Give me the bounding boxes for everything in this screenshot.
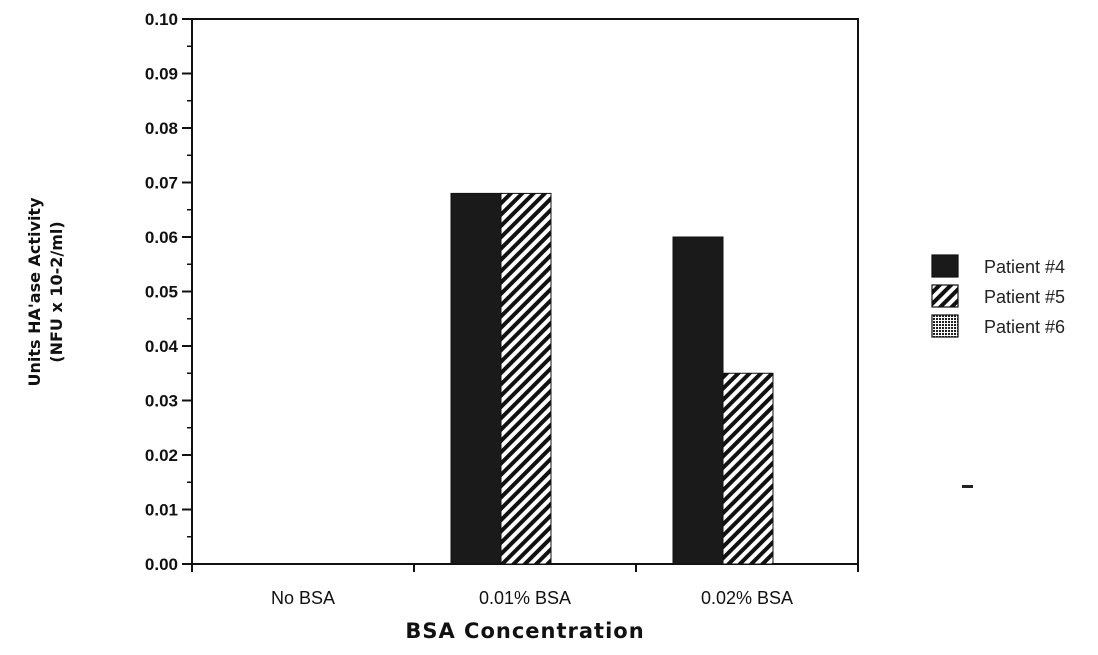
x-category-label: 0.01% BSA bbox=[479, 588, 571, 608]
legend: Patient #4 Patient #5 Patient #6 bbox=[931, 254, 1065, 338]
y-tick-label: 0.06 bbox=[145, 228, 178, 247]
y-tick-label: 0.02 bbox=[145, 446, 178, 465]
x-axis-title: BSA Concentration bbox=[405, 619, 644, 643]
x-axis: No BSA 0.01% BSA 0.02% BSA bbox=[191, 564, 859, 608]
y-axis: 0.00 0.01 0.02 0.03 0.04 0.05 0.06 0.07 0.08 0.09… bbox=[145, 10, 192, 574]
y-tick-label: 0.00 bbox=[145, 555, 178, 574]
y-tick-label: 0.03 bbox=[145, 392, 178, 411]
y-axis-title-line2: (NFU x 10-2/ml) bbox=[47, 221, 66, 362]
bars-group bbox=[450, 192, 774, 565]
legend-swatch bbox=[931, 284, 959, 308]
bar bbox=[672, 236, 724, 565]
legend-label: Patient #5 bbox=[984, 287, 1065, 307]
bar bbox=[722, 372, 774, 565]
legend-label: Patient #6 bbox=[984, 317, 1065, 337]
y-tick-label: 0.10 bbox=[145, 10, 178, 29]
y-axis-title-line1: Units HA'ase Activity bbox=[25, 197, 44, 387]
legend-swatch bbox=[931, 254, 959, 278]
legend-label: Patient #4 bbox=[984, 257, 1065, 277]
bar bbox=[500, 192, 552, 565]
y-tick-label: 0.07 bbox=[145, 174, 178, 193]
legend-swatch bbox=[931, 314, 959, 338]
stray-dash-mark bbox=[962, 485, 973, 488]
y-tick-label: 0.04 bbox=[145, 337, 179, 356]
y-tick-label: 0.05 bbox=[145, 283, 178, 302]
bar bbox=[450, 192, 502, 565]
x-category-label: 0.02% BSA bbox=[701, 588, 793, 608]
y-tick-label: 0.01 bbox=[145, 501, 178, 520]
y-tick-label: 0.09 bbox=[145, 65, 178, 84]
y-tick-label: 0.08 bbox=[145, 119, 178, 138]
x-category-label: No BSA bbox=[271, 588, 335, 608]
